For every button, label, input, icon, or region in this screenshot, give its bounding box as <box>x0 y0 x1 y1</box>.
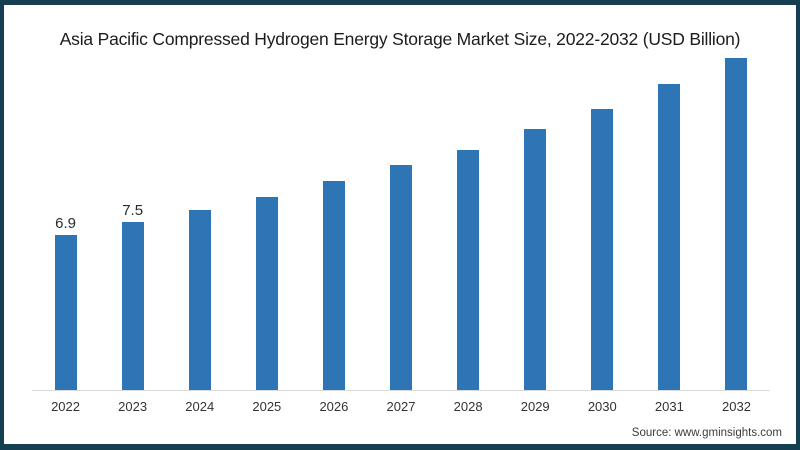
bar-slot <box>367 44 434 390</box>
x-tick-label: 2031 <box>654 399 684 414</box>
x-tick-label: 2023 <box>118 399 148 414</box>
bar-slot <box>166 44 233 390</box>
bar-2030 <box>591 109 614 390</box>
x-tick-label: 2025 <box>252 399 282 414</box>
x-tick-label: 2024 <box>185 399 215 414</box>
x-tick-label: 2029 <box>520 399 550 414</box>
x-tick-label: 2028 <box>453 399 483 414</box>
bar-slot <box>300 44 367 390</box>
bar-2026 <box>322 181 345 390</box>
bar-slot <box>233 44 300 390</box>
x-tick-label: 2022 <box>51 399 80 414</box>
bar-slot <box>502 44 569 390</box>
bar-2029 <box>524 129 547 390</box>
bar-value-label: 6.9 <box>55 215 76 232</box>
bar-2024 <box>188 210 211 390</box>
bar-2023 <box>121 221 144 390</box>
source-text: Source: www.gminsights.com <box>631 427 782 439</box>
bar-2032 <box>725 57 748 390</box>
bar-2031 <box>658 84 681 390</box>
bar-2025 <box>255 196 278 390</box>
bar-slot <box>703 44 770 390</box>
bar-2027 <box>390 165 413 390</box>
bar-slot: 6.9 <box>32 44 99 390</box>
x-tick-label: 2026 <box>319 399 349 414</box>
x-tick-label: 2027 <box>386 399 416 414</box>
x-axis-labels: 2022 2023 2024 2025 2026 2027 2028 2029 2030 2031… <box>32 399 770 414</box>
plot-area: 6.9 7.5 <box>32 44 770 390</box>
x-axis-line <box>32 390 770 391</box>
bar-slot <box>435 44 502 390</box>
bar-slot: 7.5 <box>99 44 166 390</box>
x-tick-label: 2032 <box>722 399 751 414</box>
plot-wrap: 6.9 7.5 2022 2023 2024 2025 2026 2027 2028 2029 2… <box>32 44 770 414</box>
bar-2028 <box>457 149 480 390</box>
chart-title: Asia Pacific Compressed Hydrogen Energy … <box>59 29 741 49</box>
bar-slot <box>569 44 636 390</box>
bar-value-label: 7.5 <box>122 201 144 219</box>
bar-2022 <box>54 235 77 390</box>
x-tick-label: 2030 <box>587 399 617 414</box>
bar-slot <box>636 44 703 390</box>
